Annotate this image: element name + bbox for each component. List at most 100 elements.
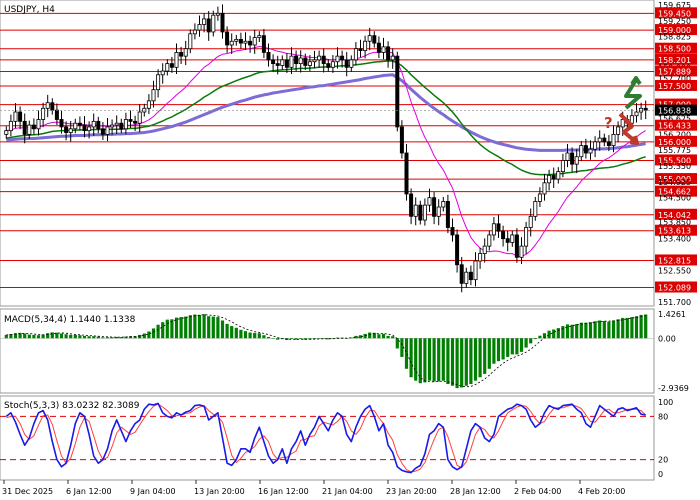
candle-body: [514, 234, 519, 258]
macd-bar: [547, 330, 551, 339]
macd-bar: [588, 322, 593, 339]
time-tick-label: 4 Feb 20:00: [578, 487, 625, 496]
level-tag: [655, 135, 697, 147]
level-tag: [655, 42, 697, 54]
macd-bar: [515, 338, 519, 355]
candle-body: [574, 156, 579, 165]
candle-body: [450, 227, 455, 236]
candle-body: [22, 120, 27, 135]
level-tag: [655, 7, 697, 19]
candle-body: [303, 57, 308, 66]
macd-bar: [156, 324, 160, 339]
candle-body: [165, 63, 170, 72]
candle-body: [602, 137, 607, 143]
level-tag: [655, 65, 697, 77]
price-candles: [0, 4, 654, 293]
candle-body: [326, 63, 331, 68]
level-tag: [655, 98, 697, 110]
level-tag: [655, 208, 697, 220]
candle-body: [312, 59, 317, 63]
time-tick-label: 9 Jan 04:00: [130, 487, 176, 496]
candle-body: [36, 119, 41, 130]
candle-body: [119, 122, 124, 130]
macd-bar: [151, 328, 156, 339]
macd-bar: [59, 333, 64, 339]
macd-bar: [423, 338, 427, 383]
stoch-tick-label: 100: [658, 398, 673, 407]
macd-bar: [469, 338, 473, 385]
macd-bar: [354, 335, 358, 339]
ma-mid-line: [6, 60, 646, 176]
price-tick-label: 153.850: [658, 218, 691, 227]
macd-bar: [225, 323, 229, 339]
level-tag: [655, 173, 697, 185]
macd-bar: [556, 328, 560, 339]
candle-body: [643, 107, 648, 111]
candle-body: [257, 35, 262, 38]
candle-body: [234, 38, 239, 42]
level-tag: [655, 53, 697, 65]
candle-body: [307, 61, 312, 66]
candle-body: [13, 111, 18, 122]
macd-bar: [317, 338, 321, 339]
candle-body: [588, 148, 593, 154]
candle-body: [284, 59, 289, 68]
candle-body: [133, 120, 138, 124]
macd-bar: [409, 338, 413, 378]
candle-body: [565, 152, 570, 161]
macd-bar: [630, 317, 634, 339]
macd-tick-label: 0.00: [658, 334, 676, 343]
candle-body: [229, 40, 234, 46]
macd-bar: [161, 322, 165, 339]
macd-bar: [9, 334, 13, 339]
macd-bar: [391, 336, 395, 339]
macd-bar: [78, 335, 82, 339]
candle-body: [445, 201, 450, 228]
candle-body: [321, 55, 326, 65]
candle-body: [560, 160, 565, 173]
candle-body: [105, 126, 110, 135]
candle-body: [31, 124, 36, 130]
question-mark-annotation: ?: [604, 114, 613, 132]
macd-bar: [437, 338, 441, 382]
candle-body: [238, 38, 243, 44]
price-tick-label: 156.838: [658, 107, 691, 116]
macd-bar: [18, 332, 22, 339]
candle-body: [317, 55, 322, 61]
candle-body: [128, 119, 133, 122]
macd-bar: [529, 338, 533, 344]
macd-bar: [230, 326, 234, 339]
candle-body: [275, 63, 280, 66]
macd-bar: [326, 338, 330, 340]
candle-body: [87, 126, 92, 132]
macd-bar: [96, 336, 100, 339]
macd-bar: [73, 334, 77, 339]
moving-averages: [6, 46, 646, 258]
stoch-tick-label: 0: [658, 470, 663, 479]
candle-body: [91, 120, 96, 128]
price-tick-label: 159.675: [658, 1, 691, 10]
candle-body: [597, 137, 602, 143]
stoch-pane-label: Stoch(5,3,3) 83.0232 82.3089: [4, 401, 140, 411]
macd-bar: [349, 337, 353, 339]
candle-body: [459, 264, 464, 284]
candle-body: [482, 245, 487, 254]
ma-slow-line: [6, 73, 646, 152]
candle-body: [427, 197, 432, 206]
candle-body: [188, 33, 193, 50]
stoch-pane-frame: [0, 395, 655, 481]
macd-bar: [331, 338, 335, 339]
level-tag: [655, 254, 697, 266]
candle-body: [266, 52, 271, 61]
macd-signal-line: [6, 314, 646, 388]
candle-body: [570, 152, 575, 165]
macd-bar: [404, 338, 409, 369]
candle-body: [363, 40, 368, 51]
price-tick-label: 158.201: [658, 56, 691, 65]
macd-bar: [501, 338, 505, 360]
macd-bar: [602, 320, 606, 339]
candle-body: [41, 107, 46, 120]
candle-body: [432, 197, 437, 217]
candle-body: [8, 120, 13, 132]
